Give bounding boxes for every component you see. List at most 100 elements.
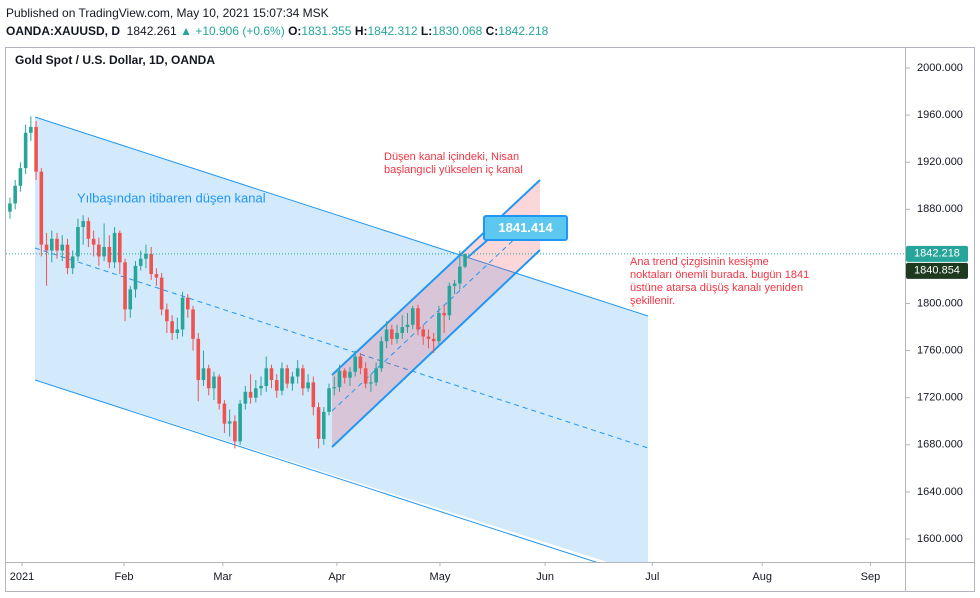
candle-body <box>332 387 337 389</box>
candle-body <box>49 238 54 251</box>
candle-body <box>447 285 452 316</box>
candle-body <box>60 244 65 251</box>
channel-top <box>34 116 649 317</box>
y-tick-label: 1640.000 <box>917 486 963 498</box>
note-right: üstüne atarsa düşüş kanalı yeniden <box>630 282 803 294</box>
c-label: C: <box>485 24 499 38</box>
candle-body <box>311 382 316 408</box>
quote-line: OANDA:XAUUSD, D 1842.261 ▲ +10.906 (+0.6… <box>6 22 548 40</box>
candle-body <box>254 388 258 398</box>
y-tick-label: 1920.000 <box>917 156 963 168</box>
candle-body <box>227 421 232 424</box>
candle-body <box>222 403 227 424</box>
x-tick-label: Mar <box>213 571 232 583</box>
candle-body <box>133 265 138 290</box>
candles <box>8 116 467 449</box>
y-tick-label: 1680.000 <box>917 439 963 451</box>
candle-body <box>206 368 211 389</box>
candle-body <box>55 238 59 251</box>
note-inner: Düşen kanal içindeki, Nisan <box>384 151 519 163</box>
candle-body <box>65 244 70 269</box>
candle-body <box>123 262 127 310</box>
candle-body <box>196 338 201 381</box>
candle-body <box>363 368 368 384</box>
callout-box <box>483 215 568 241</box>
candle-body <box>212 376 216 389</box>
price-line-label: 1840.854 <box>914 265 960 277</box>
candle-body <box>34 126 38 172</box>
candle-body <box>452 283 457 286</box>
candle-body <box>369 382 373 384</box>
x-tick-label: 2021 <box>10 571 34 583</box>
published: Published on TradingView.com, May 10, 20… <box>6 6 329 20</box>
candle-body <box>400 327 405 333</box>
candle-body <box>327 388 331 412</box>
inner-bottom <box>331 249 541 448</box>
callout-text: 1841.414 <box>498 220 553 235</box>
last: 1842.261 <box>126 24 177 38</box>
candle-body <box>128 289 133 310</box>
candle-body <box>421 329 426 337</box>
candle-body <box>248 391 253 398</box>
candle-body <box>426 336 431 339</box>
candle-body <box>97 244 101 257</box>
note-right: Ana trend çizgisinin kesişme <box>630 256 769 268</box>
note-right: noktaları önemli burada. bugün 1841 <box>630 269 809 281</box>
c: 1842.218 <box>498 24 549 38</box>
candle-body <box>117 232 122 263</box>
candle-body <box>274 380 279 391</box>
candle-body <box>201 368 206 381</box>
o: 1831.355 <box>301 24 352 38</box>
candle-body <box>264 368 269 386</box>
x-tick-label: Aug <box>752 571 772 583</box>
candle-body <box>76 226 80 257</box>
y-tick-label: 1960.000 <box>917 109 963 121</box>
candle-body <box>233 421 237 442</box>
x-tick-label: Jun <box>536 571 554 583</box>
candle-body <box>295 368 300 377</box>
candle-body <box>243 391 248 404</box>
y-tick-label: 1720.000 <box>917 392 963 404</box>
candle-body <box>175 329 180 333</box>
y-tick-label: 1880.000 <box>917 203 963 215</box>
candle-body <box>102 247 106 257</box>
header: Published on TradingView.com, May 10, 20… <box>6 4 548 40</box>
symbol: OANDA:XAUUSD, D <box>6 24 120 38</box>
y-tick-label: 1760.000 <box>917 345 963 357</box>
candle-body <box>358 356 363 369</box>
candle-body <box>416 308 420 330</box>
candle-body <box>86 221 91 239</box>
candle-body <box>138 258 143 266</box>
y-tick-label: 1600.000 <box>917 533 963 545</box>
last-price-label: 1842.218 <box>914 248 960 260</box>
price-line-badge <box>906 262 968 279</box>
candle-body <box>384 329 389 342</box>
candle-body <box>70 256 75 269</box>
x-tick-label: Jul <box>645 571 659 583</box>
candle-body <box>437 312 441 342</box>
candle-body <box>322 411 326 439</box>
candle-body <box>13 185 17 204</box>
candle-body <box>8 203 12 212</box>
candle-body <box>44 244 49 251</box>
candle-body <box>290 376 295 384</box>
note-inner: başlangıcli yükselen iç kanal <box>384 164 523 176</box>
candle-body <box>238 403 242 442</box>
candle-body <box>91 238 96 245</box>
candle-body <box>410 308 415 325</box>
y-tick-label: 2000.000 <box>917 62 963 74</box>
candle-body <box>191 309 195 339</box>
candle-body <box>159 277 164 310</box>
candle-body <box>463 253 467 267</box>
candle-body <box>379 341 384 369</box>
x-tick-label: Sep <box>861 571 881 583</box>
arrow: ▲ <box>180 24 192 38</box>
candle-body <box>39 171 44 245</box>
candle-body <box>458 266 462 284</box>
chart-title: Gold Spot / U.S. Dollar, 1D, OANDA <box>15 53 215 67</box>
candle-body <box>186 297 190 310</box>
candle-body <box>165 309 169 322</box>
candle-body <box>306 382 310 389</box>
candle-body <box>144 254 148 259</box>
